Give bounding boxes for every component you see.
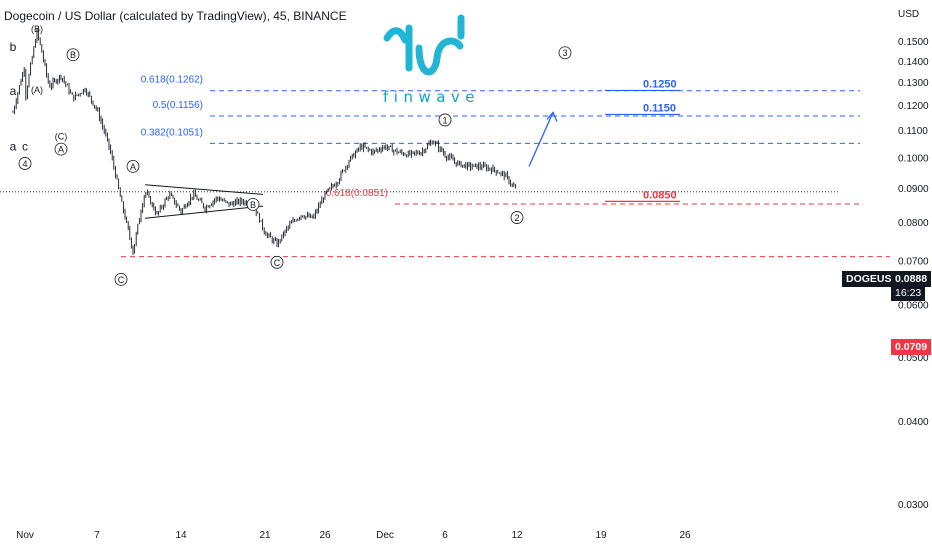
y-tick-label: 0.0800 [898,218,929,229]
wave-label: 4 [22,159,27,169]
fib-level-label: 0.618(0.1262) [141,75,203,86]
y-tick-label: 0.1000 [898,154,929,165]
wave-label: (C) [55,132,68,142]
wave-label-circle [270,255,284,269]
wave-label: A [58,145,64,155]
wave-label: (B) [31,24,43,34]
wave-label: B [250,200,256,210]
current-price-tag: 0.0888 [891,271,932,287]
y-tick-label: 0.0900 [898,184,929,195]
wave-label: A [130,162,136,172]
finwave-logo [383,14,465,76]
wave-label-circle [558,46,572,60]
x-tick-label: Nov [16,530,34,541]
fib-level-label: 0.5(0.1156) [153,100,203,111]
wave-label-circle [114,272,128,286]
y-tick-label: 0.1400 [898,57,929,68]
triangle-lower-line [144,205,264,219]
wave-label: c [22,139,28,153]
y-tick-label: 0.0600 [898,301,929,312]
x-tick-label: 6 [442,530,448,541]
wave-label-circle [54,142,68,156]
x-tick-label: 21 [259,530,271,541]
wave-label: 3 [562,48,567,58]
target-level-label: 0.1250 [643,78,677,90]
wave-label: B [70,50,76,60]
x-tick-label: 14 [175,530,187,541]
wave-label-circle [66,48,80,62]
y-tick-label: 0.0500 [898,353,929,364]
fib-level-label: 0.382(0.1051) [141,127,203,138]
wave-label: (A) [31,85,43,95]
x-tick-label: 26 [319,530,331,541]
wave-label-circle [438,113,452,127]
y-tick-label: 0.1200 [898,101,929,112]
target-level-label: 0.0850 [643,189,677,201]
symbol-tag: DOGEUSD [842,271,904,287]
projection-arrow [528,112,554,167]
x-tick-label: Dec [376,530,394,541]
wave-label-circle [246,197,260,211]
wave-label: C [274,258,281,268]
wave-label: 1 [442,115,447,125]
wave-label: 2 [514,213,519,223]
y-tick-label: 0.0700 [898,256,929,267]
arrow-head [546,111,558,122]
y-tick-label: 0.1300 [898,78,929,89]
chart-title: Dogecoin / US Dollar (calculated by Trad… [4,9,347,23]
support-price-tag: 0.0709 [891,339,932,355]
y-tick-label: 0.1500 [898,37,929,48]
x-tick-label: 19 [595,530,607,541]
triangle-upper-line [144,184,264,195]
wave-label-circle [18,157,32,170]
y-tick-label: 0.1100 [898,126,928,137]
y-tick-label: 0.0300 [898,500,929,511]
fib-level-label: 0.618(0.0851) [326,188,388,199]
wave-label: a [10,84,17,98]
x-tick-label: 12 [511,530,523,541]
x-tick-label: 7 [94,530,100,541]
wave-label: a [10,139,17,153]
currency-label: USD [898,9,920,20]
wave-label-circle [126,160,140,173]
target-level-label: 0.1150 [643,102,676,114]
wave-label: b [10,40,17,54]
y-tick-label: 0.0400 [898,417,929,428]
wave-label: C [118,275,125,285]
logo-text: finwave [383,88,481,106]
countdown-tag: 16:23 [891,285,926,301]
wave-label-circle [510,211,524,224]
x-tick-label: 26 [679,530,691,541]
